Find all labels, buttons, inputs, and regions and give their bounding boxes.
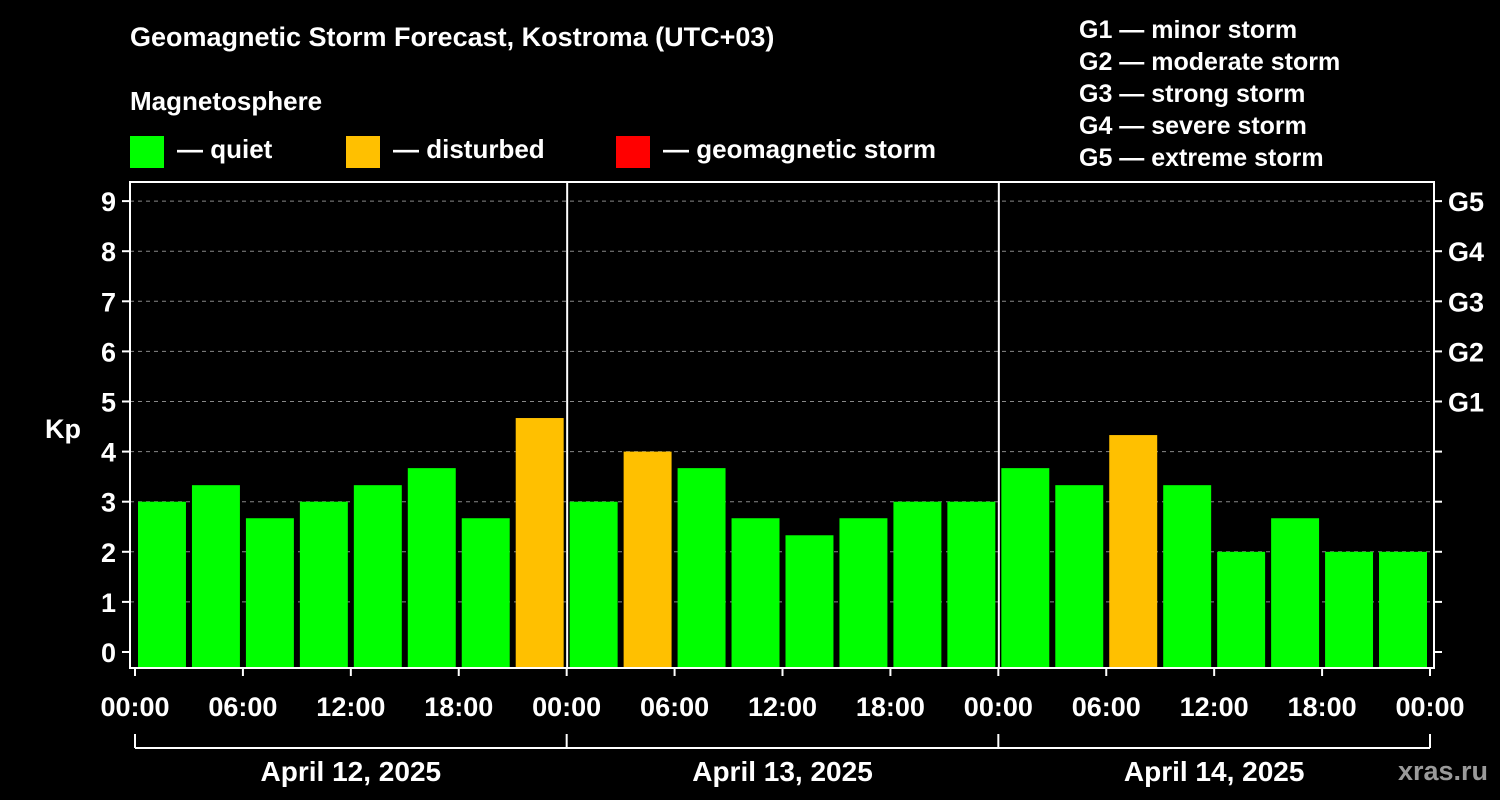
kp-bar [1271, 518, 1320, 668]
legend-disturbed-label: — disturbed [393, 134, 545, 164]
y-tick-label: 8 [101, 237, 116, 267]
legend-quiet-swatch [130, 136, 164, 168]
kp-bar [785, 535, 834, 668]
kp-bar [569, 501, 618, 668]
kp-bar [245, 518, 294, 668]
y-tick-label: 1 [101, 588, 116, 618]
kp-bar [515, 418, 564, 668]
y-axis-label: Kp [45, 414, 81, 444]
y-tick-label: 2 [101, 538, 116, 568]
g-scale-label: G2 [1448, 337, 1484, 367]
y-tick-label: 0 [101, 638, 116, 668]
g-level-g4: G4 — severe storm [1079, 112, 1307, 140]
g-scale-label: G5 [1448, 187, 1484, 217]
day-label: April 12, 2025 [261, 756, 442, 787]
kp-bar [1163, 485, 1212, 668]
day-label: April 13, 2025 [692, 756, 873, 787]
kp-bar [1379, 551, 1427, 668]
g-scale-label: G1 [1448, 388, 1484, 418]
x-tick-label: 00:00 [1395, 692, 1464, 722]
kp-bar [677, 468, 726, 668]
kp-bar [461, 518, 510, 668]
legend-storm-label: — geomagnetic storm [663, 134, 937, 164]
x-tick-label: 18:00 [1288, 692, 1357, 722]
y-tick-label: 5 [101, 388, 116, 418]
kp-bar [1217, 551, 1266, 668]
x-tick-label: 18:00 [424, 692, 493, 722]
legend-storm-swatch [616, 136, 650, 168]
g-level-g2: G2 — moderate storm [1079, 48, 1341, 76]
x-tick-label: 06:00 [208, 692, 277, 722]
g-level-g1: G1 — minor storm [1079, 16, 1298, 44]
kp-bar [839, 518, 888, 668]
legend-quiet-label: — quiet [177, 134, 273, 164]
x-tick-label: 00:00 [964, 692, 1033, 722]
magnetosphere-label: Magnetosphere [130, 86, 323, 116]
x-tick-label: 18:00 [856, 692, 925, 722]
kp-bar [893, 501, 942, 668]
kp-bar [138, 501, 186, 668]
y-tick-label: 3 [101, 488, 116, 518]
g-scale-label: G3 [1448, 287, 1484, 317]
kp-bar [1109, 435, 1158, 668]
kp-bar [623, 451, 672, 668]
legend-disturbed-swatch [346, 136, 380, 168]
x-tick-label: 06:00 [640, 692, 709, 722]
kp-bar [407, 468, 456, 668]
x-tick-label: 12:00 [748, 692, 817, 722]
x-tick-label: 12:00 [316, 692, 385, 722]
watermark: xras.ru [1397, 756, 1488, 786]
g-level-g3: G3 — strong storm [1079, 80, 1306, 108]
y-tick-label: 9 [101, 187, 116, 217]
x-tick-label: 12:00 [1180, 692, 1249, 722]
x-tick-label: 06:00 [1072, 692, 1141, 722]
kp-bar [1001, 468, 1050, 668]
g-level-legend: G1 — minor storm G2 — moderate storm G3 … [1079, 14, 1340, 174]
kp-bar [1325, 551, 1374, 668]
kp-bar [1055, 485, 1104, 668]
x-tick-label: 00:00 [100, 692, 169, 722]
kp-bar [353, 485, 402, 668]
kp-bar [299, 501, 348, 668]
kp-bar [947, 501, 996, 668]
kp-bar [191, 485, 240, 668]
y-tick-label: 6 [101, 337, 116, 367]
x-tick-label: 00:00 [532, 692, 601, 722]
kp-bar [731, 518, 780, 668]
g-level-g5: G5 — extreme storm [1079, 144, 1324, 172]
y-tick-label: 7 [101, 287, 116, 317]
chart-title: Geomagnetic Storm Forecast, Kostroma (UT… [130, 22, 775, 52]
y-tick-label: 4 [101, 438, 116, 468]
day-label: April 14, 2025 [1124, 756, 1305, 787]
g-scale-label: G4 [1448, 237, 1484, 267]
